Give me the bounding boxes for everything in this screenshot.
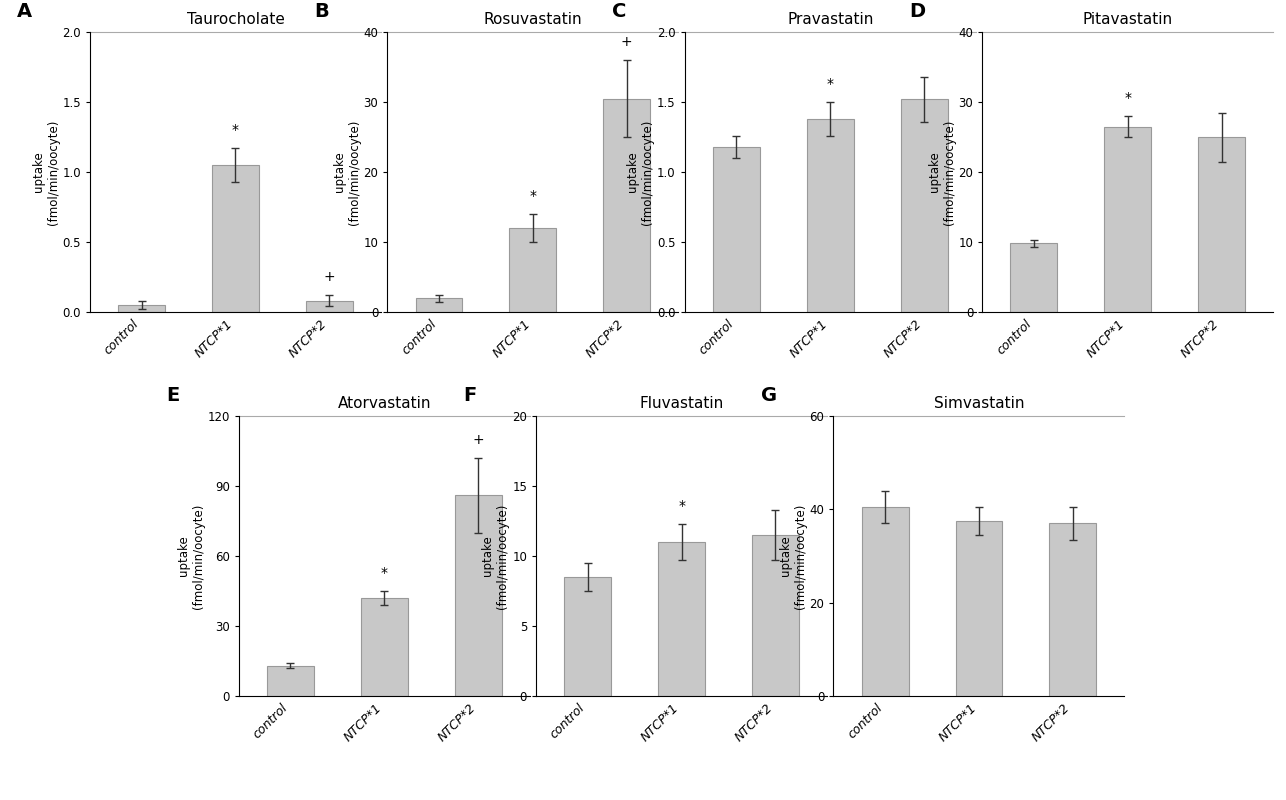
Title: Pitavastatin: Pitavastatin [1083, 12, 1173, 26]
Bar [955, 521, 1002, 696]
Text: E: E [166, 386, 179, 405]
Text: +: + [472, 433, 484, 446]
Y-axis label: uptake
(fmol/min/oocyte): uptake (fmol/min/oocyte) [779, 503, 806, 609]
Text: G: G [761, 386, 777, 405]
Text: +: + [324, 270, 336, 284]
Y-axis label: uptake
(fmol/min/oocyte): uptake (fmol/min/oocyte) [927, 119, 955, 225]
Bar [509, 228, 557, 312]
Bar [712, 146, 760, 312]
Text: F: F [463, 386, 477, 405]
Title: Taurocholate: Taurocholate [186, 12, 284, 26]
Y-axis label: uptake
(fmol/min/oocyte): uptake (fmol/min/oocyte) [333, 119, 361, 225]
Text: *: * [678, 498, 685, 513]
Bar [603, 98, 651, 312]
Y-axis label: uptake
(fmol/min/oocyte): uptake (fmol/min/oocyte) [481, 503, 509, 609]
Y-axis label: uptake
(fmol/min/oocyte): uptake (fmol/min/oocyte) [626, 119, 655, 225]
Bar [306, 301, 352, 312]
Bar [1199, 137, 1245, 312]
Text: +: + [621, 34, 633, 49]
Text: D: D [909, 2, 926, 21]
Bar [806, 118, 854, 312]
Bar [361, 598, 408, 696]
Bar [752, 535, 799, 696]
Bar [900, 99, 948, 312]
Text: A: A [17, 2, 32, 21]
Bar [118, 305, 165, 312]
Text: *: * [1124, 90, 1132, 105]
Bar [415, 298, 463, 312]
Bar [1105, 126, 1151, 312]
Text: C: C [612, 2, 626, 21]
Bar [267, 666, 314, 696]
Text: *: * [381, 566, 387, 580]
Title: Pravastatin: Pravastatin [787, 12, 873, 26]
Bar [862, 507, 909, 696]
Text: B: B [315, 2, 329, 21]
Y-axis label: uptake
(fmol/min/oocyte): uptake (fmol/min/oocyte) [32, 119, 59, 225]
Title: Rosuvastatin: Rosuvastatin [484, 12, 583, 26]
Text: *: * [827, 77, 833, 90]
Bar [1049, 523, 1096, 696]
Title: Atorvastatin: Atorvastatin [337, 396, 431, 410]
Y-axis label: uptake
(fmol/min/oocyte): uptake (fmol/min/oocyte) [176, 503, 204, 609]
Bar [1011, 243, 1057, 312]
Title: Simvastatin: Simvastatin [934, 396, 1024, 410]
Title: Fluvastatin: Fluvastatin [639, 396, 724, 410]
Text: *: * [231, 123, 239, 137]
Bar [565, 577, 611, 696]
Bar [658, 542, 705, 696]
Text: *: * [530, 189, 536, 202]
Bar [212, 165, 258, 312]
Bar [454, 495, 502, 696]
